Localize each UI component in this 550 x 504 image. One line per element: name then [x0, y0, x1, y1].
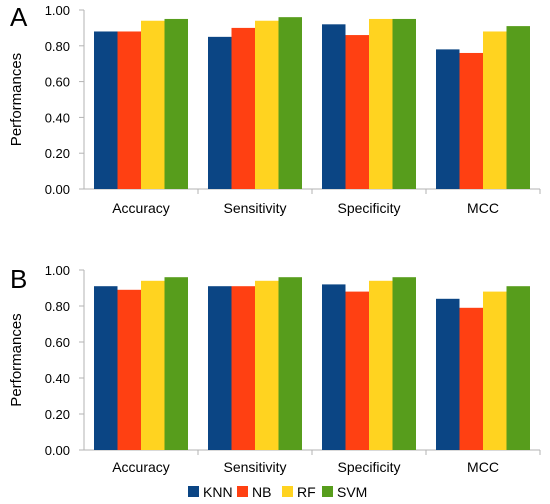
bar-knn-sensitivity — [208, 36, 232, 189]
bar-nb-sensitivity — [231, 286, 255, 450]
y-tick-label: 0.80 — [45, 39, 70, 54]
bar-rf-mcc — [483, 31, 507, 190]
legend-label-knn: KNN — [203, 484, 233, 500]
y-tick-label: 0.20 — [45, 407, 70, 422]
x-tick-label: Accuracy — [112, 200, 170, 216]
bar-rf-mcc — [483, 291, 507, 450]
bar-knn-accuracy — [94, 31, 118, 190]
bar-knn-mcc — [436, 298, 460, 450]
y-tick-label: 0.00 — [45, 182, 70, 197]
bar-nb-mcc — [459, 307, 483, 450]
chart-panel-b: B Performances 0.00 0.20 0.40 0.60 0.80 1.00 Acc… — [8, 263, 541, 475]
bar-knn-specificity — [322, 24, 346, 189]
y-tick-label: 1.00 — [45, 3, 70, 18]
legend-label-nb: NB — [252, 484, 271, 500]
legend-swatch-nb — [237, 486, 248, 497]
legend-swatch-rf — [282, 486, 293, 497]
bar-knn-accuracy — [94, 286, 118, 450]
legend-swatch-svm — [322, 486, 333, 497]
y-axis-label: Performances — [8, 53, 25, 146]
y-axis-label: Performances — [8, 313, 25, 406]
bar-nb-specificity — [345, 291, 369, 450]
x-tick-label: Specificity — [337, 200, 400, 216]
legend: KNN NB RF SVM — [188, 484, 367, 500]
chart-panel-a: A Performances 0.00 0.20 0.40 0.60 0.80 1.00 Acc… — [8, 2, 541, 216]
bar-nb-specificity — [345, 35, 369, 190]
bar-rf-specificity — [369, 280, 393, 450]
bar-rf-specificity — [369, 18, 393, 190]
bar-svm-sensitivity — [278, 17, 302, 189]
panel-letter: A — [10, 2, 28, 32]
y-tick-label: 0.40 — [45, 110, 70, 125]
legend-label-rf: RF — [297, 484, 316, 500]
panel-letter: B — [10, 264, 27, 294]
bar-nb-mcc — [459, 52, 483, 190]
bar-knn-sensitivity — [208, 286, 232, 450]
x-tick-label: Specificity — [337, 459, 400, 475]
x-tick-label: MCC — [467, 200, 499, 216]
legend-label-svm: SVM — [337, 484, 367, 500]
bar-nb-accuracy — [117, 289, 141, 450]
y-tick-label: 0.80 — [45, 299, 70, 314]
x-tick-label: Sensitivity — [223, 459, 286, 475]
legend-swatch-knn — [188, 486, 199, 497]
bar-svm-specificity — [392, 277, 416, 450]
bar-knn-mcc — [436, 49, 460, 189]
bar-rf-sensitivity — [255, 280, 279, 450]
y-tick-label: 0.00 — [45, 443, 70, 458]
x-tick-label: MCC — [467, 459, 499, 475]
x-tick-label: Accuracy — [112, 459, 170, 475]
bar-rf-sensitivity — [255, 20, 279, 189]
bar-rf-accuracy — [141, 280, 165, 450]
bar-svm-mcc — [506, 286, 530, 450]
x-tick-label: Sensitivity — [223, 200, 286, 216]
y-tick-label: 0.20 — [45, 146, 70, 161]
bar-svm-sensitivity — [278, 277, 302, 450]
bar-svm-mcc — [506, 26, 530, 189]
bar-svm-accuracy — [164, 18, 188, 190]
y-tick-label: 1.00 — [45, 263, 70, 278]
y-tick-label: 0.60 — [45, 335, 70, 350]
y-tick-label: 0.40 — [45, 371, 70, 386]
bar-rf-accuracy — [141, 20, 165, 189]
bar-svm-specificity — [392, 18, 416, 190]
bar-nb-sensitivity — [231, 27, 255, 190]
bar-knn-specificity — [322, 284, 346, 450]
y-tick-label: 0.60 — [45, 75, 70, 90]
bar-svm-accuracy — [164, 277, 188, 450]
bar-nb-accuracy — [117, 31, 141, 190]
